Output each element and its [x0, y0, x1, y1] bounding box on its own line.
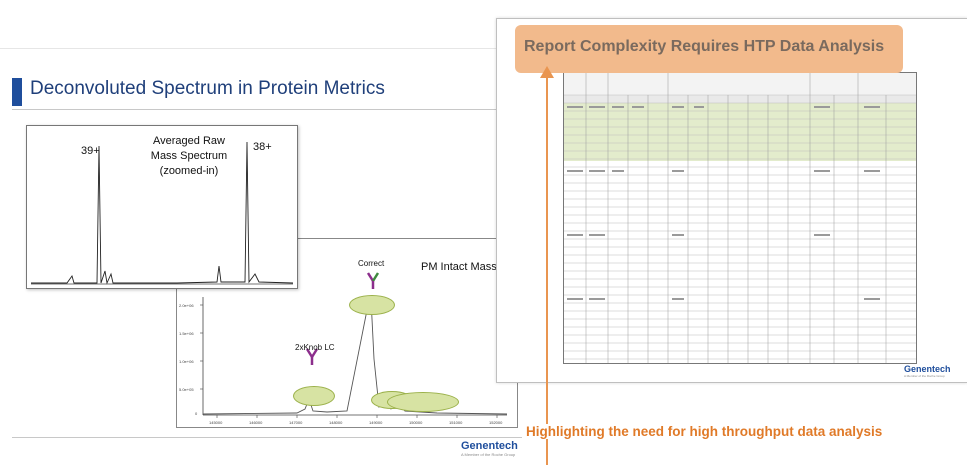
x-tick: 149000 — [369, 420, 383, 425]
results-table-grid — [564, 73, 916, 363]
charge-state-38-label: 38+ — [253, 141, 272, 153]
knob-label: 2xKnob LC — [295, 343, 335, 352]
x-tick: 150000 — [409, 420, 423, 425]
x-tick: 152000 — [489, 420, 503, 425]
x-tick: 147000 — [289, 420, 303, 425]
genentech-logo-left: Genentech A Member of the Roche Group — [461, 440, 518, 457]
y-tick: 1.0e+06 — [179, 359, 194, 364]
raw-spectrum-title: Averaged Raw Mass Spectrum (zoomed-in) — [150, 135, 228, 177]
callout-arrowhead — [540, 66, 554, 78]
genentech-logo-right: Genentech — [904, 364, 951, 374]
y-tick: 0 — [195, 411, 198, 416]
intact-mass-title: PM Intact Mass — [421, 261, 497, 273]
knob-peak-highlight — [293, 386, 335, 406]
x-tick: 151000 — [449, 420, 463, 425]
x-tick: 145000 — [209, 420, 223, 425]
callout-line — [546, 72, 548, 465]
title-accent-bar — [12, 78, 22, 106]
y-tick: 5.0e+05 — [179, 387, 194, 392]
report-title-highlight — [515, 25, 903, 73]
knob-antibody-icon — [305, 348, 319, 365]
y-tick: 1.5e+06 — [179, 331, 194, 336]
x-tick: 146000 — [249, 420, 263, 425]
footer-divider — [12, 437, 542, 438]
left-slide-title: Deconvoluted Spectrum in Protein Metrics — [30, 78, 385, 99]
raw-spectrum-plot — [31, 141, 294, 285]
genentech-tagline-right: A Member of the Roche Group — [904, 374, 945, 378]
title-divider — [12, 109, 552, 110]
raw-spectrum-panel: 39+ 38+ Averaged Raw Mass Spectrum (zoom… — [26, 125, 298, 289]
correct-antibody-icon — [366, 272, 380, 289]
correct-label: Correct — [358, 259, 385, 268]
results-table-image — [563, 72, 917, 364]
correct-peak-highlight — [349, 295, 395, 315]
x-tick: 148000 — [329, 420, 343, 425]
variant-peak-highlight — [387, 392, 459, 412]
charge-state-39-label: 39+ — [81, 145, 100, 157]
caption-text: Highlighting the need for high throughpu… — [522, 424, 887, 439]
right-slide-title: Report Complexity Requires HTP Data Anal… — [524, 38, 885, 55]
y-tick: 2.0e+06 — [179, 303, 194, 308]
